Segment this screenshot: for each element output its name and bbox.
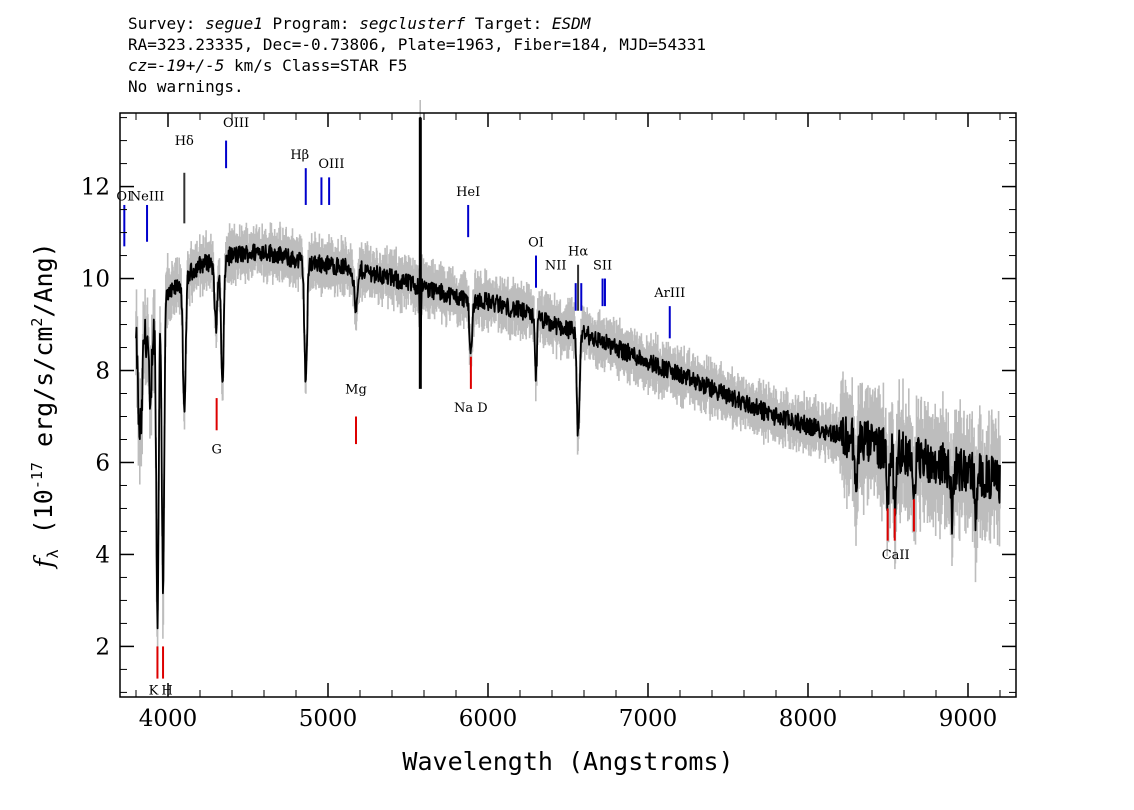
line-label-oiii: OIII	[318, 157, 344, 172]
y-label-sub: λ	[44, 549, 62, 558]
line-label-ariii: ArIII	[653, 286, 685, 301]
survey-value: segue1	[205, 14, 263, 33]
line-label-caii: CaII	[882, 548, 910, 563]
y-axis-label: fλ (10-17 erg/s/cm2/Ang)	[28, 242, 62, 569]
x-tick-label: 9000	[939, 706, 998, 732]
spectrum-layer	[135, 116, 1001, 630]
spectrum-header: Survey: segue1 Program: segclusterf Targ…	[128, 13, 706, 97]
class-text: km/s Class=STAR F5	[224, 56, 408, 75]
y-label-f: f	[29, 555, 58, 570]
y-label-units: erg/s/cm	[29, 327, 58, 462]
line-label-nii: NII	[545, 258, 567, 273]
line-label-neiii: NeIII	[130, 189, 164, 204]
header-line-2: RA=323.23335, Dec=-0.73806, Plate=1963, …	[128, 35, 706, 54]
line-label-oiii: OIII	[223, 116, 249, 131]
line-label-g: G	[211, 442, 221, 457]
program-value: segclusterf	[359, 14, 466, 33]
line-label-h-: Hβ	[290, 148, 309, 163]
plot-frame	[119, 112, 1017, 698]
error-band-layer	[135, 100, 1001, 660]
line-label-na-d: Na D	[454, 401, 488, 416]
line-label-oi: OI	[528, 235, 544, 250]
y-tick-label: 12	[81, 175, 110, 201]
y-tick-label: 4	[95, 542, 110, 568]
line-label-h-: Hα	[568, 245, 588, 260]
cz-value: -19+/-5	[156, 56, 225, 75]
target-label: Target:	[465, 14, 552, 33]
cz-label: cz=	[128, 56, 157, 75]
x-axis-label: Wavelength (Angstroms)	[402, 747, 733, 776]
y-tick-label: 10	[81, 267, 110, 293]
x-tick-label: 6000	[459, 706, 518, 732]
y-label-exp: -17	[28, 462, 46, 489]
x-tick-label: 4000	[139, 706, 198, 732]
header-line-3: cz=-19+/-5 km/s Class=STAR F5	[128, 55, 706, 76]
line-label-h-: Hδ	[175, 134, 194, 149]
y-tick-label: 6	[95, 450, 110, 476]
line-label-hei: HeI	[456, 185, 480, 200]
tick-layer: 4000 5000 6000 7000 8000 9000 2 4 6 8 10 12	[81, 113, 1016, 732]
header-line-4: No warnings.	[128, 77, 244, 96]
survey-label: Survey:	[128, 14, 206, 33]
y-tick-label: 2	[95, 634, 110, 660]
program-label: Program:	[262, 14, 360, 33]
x-tick-label: 5000	[299, 706, 358, 732]
x-tick-label: 8000	[779, 706, 838, 732]
target-value: ESDM	[551, 14, 591, 33]
y-label-end: /Ang)	[29, 242, 58, 317]
y-label-rest: (10	[29, 489, 58, 549]
line-marker-layer: OINeIIIHδOIIIHβOIIIHeIOINIIHαSIIArIIIGMg…	[116, 116, 915, 699]
line-label-h: H	[161, 684, 172, 699]
x-tick-label: 7000	[619, 706, 678, 732]
spectrum-line	[135, 116, 1001, 630]
line-label-sii: SII	[593, 258, 612, 273]
error-band	[135, 100, 1001, 660]
y-label-exp2: 2	[28, 318, 46, 327]
line-label-k: K	[149, 684, 159, 699]
line-label-mg: Mg	[345, 383, 367, 398]
header-line-1: Survey: segue1 Program: segclusterf Targ…	[128, 13, 706, 34]
y-tick-label: 8	[95, 359, 110, 385]
